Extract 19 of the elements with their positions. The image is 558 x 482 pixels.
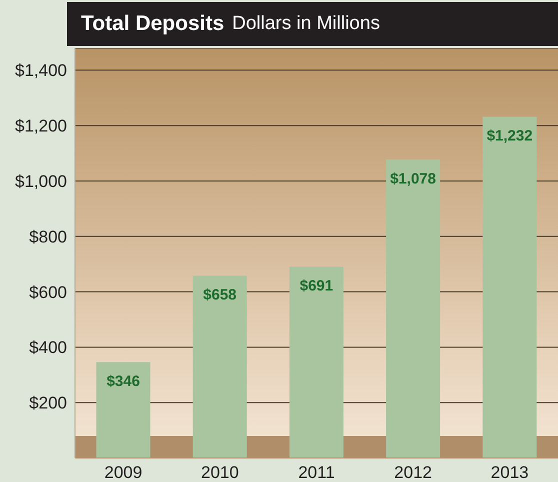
x-tick-label: 2012 xyxy=(394,463,432,482)
y-tick-label: $200 xyxy=(29,394,67,413)
y-tick-label: $1,200 xyxy=(15,116,67,136)
y-tick-label: $600 xyxy=(29,282,67,302)
x-tick-label: 2013 xyxy=(490,463,529,482)
data-label: $691 xyxy=(300,278,334,295)
data-label: $346 xyxy=(106,373,140,390)
y-tick-label: $1,400 xyxy=(15,61,67,80)
x-tick-label: 2011 xyxy=(298,463,335,482)
y-tick-label: $400 xyxy=(29,338,67,358)
data-label: $1,078 xyxy=(390,170,436,188)
y-tick-label: $800 xyxy=(29,227,67,246)
chart-subtitle: Dollars in Millions xyxy=(232,13,380,35)
data-label: $658 xyxy=(203,286,237,304)
x-tick-label: 2009 xyxy=(104,463,142,482)
chart-title: Total Deposits xyxy=(81,12,224,36)
data-label: $1,232 xyxy=(486,128,533,145)
y-tick-label: $1,000 xyxy=(15,172,67,192)
x-tick-label: 2010 xyxy=(200,463,239,482)
